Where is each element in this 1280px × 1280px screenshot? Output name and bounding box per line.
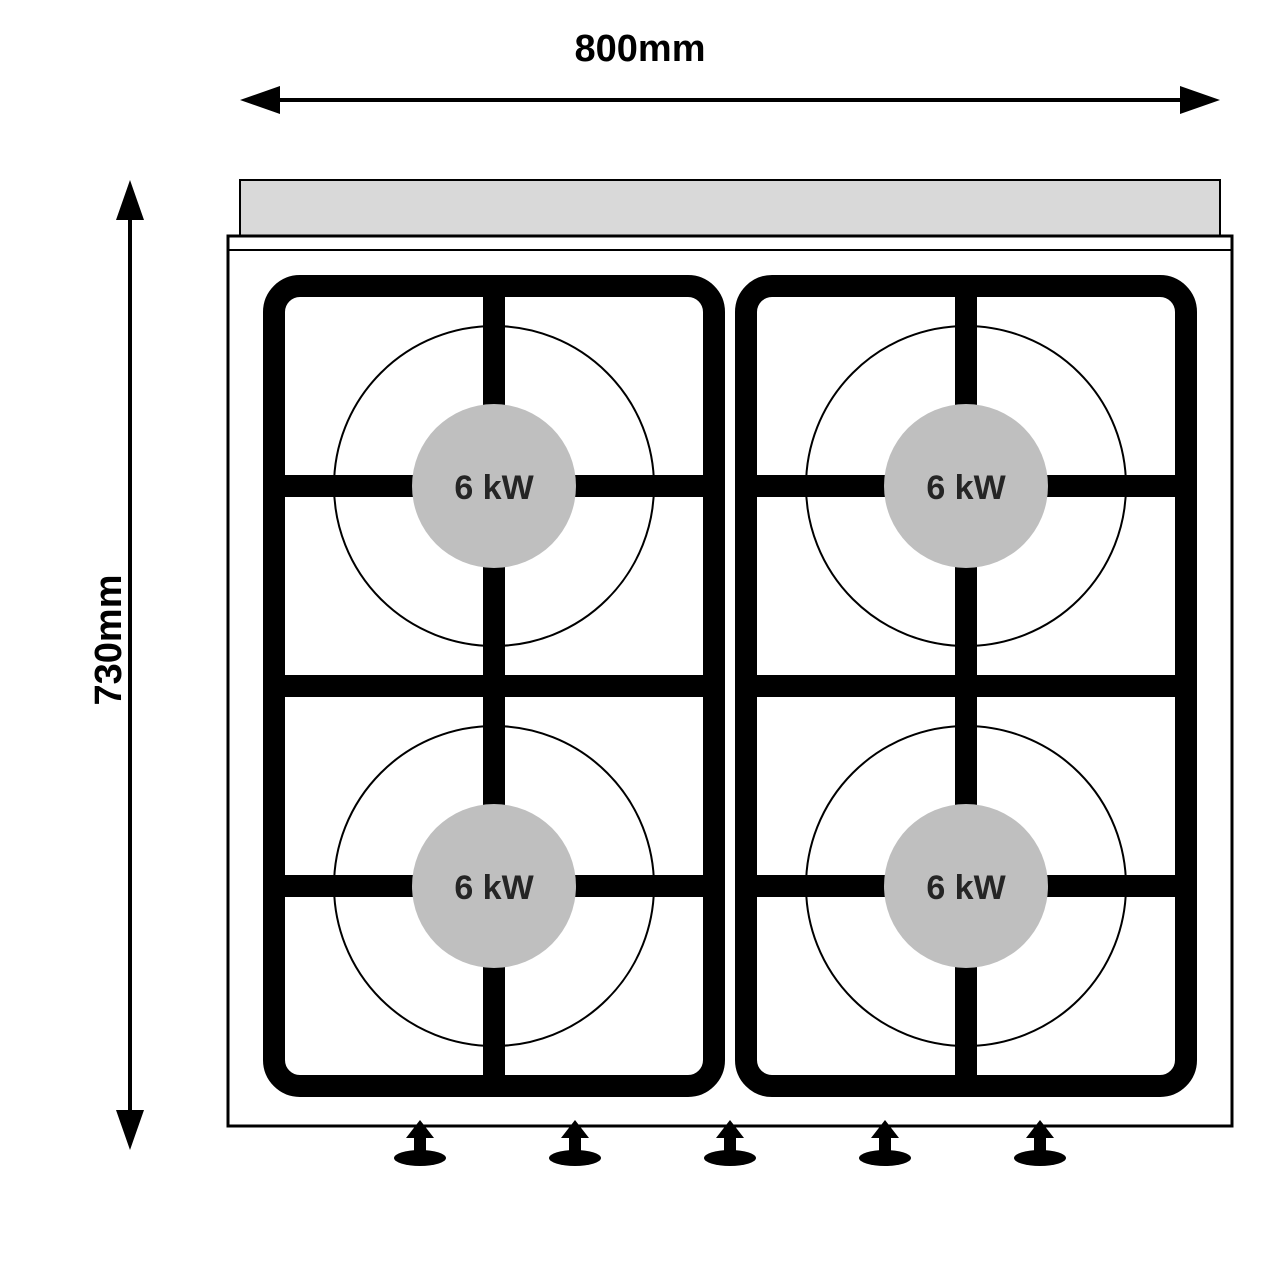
burner-bl-label: 6 kW [454,869,534,907]
width-dimension-label: 800mm [0,28,1280,71]
width-dimension-arrow [240,86,1220,114]
burner-br-label: 6 kW [926,869,1006,907]
diagram-canvas: 800mm 730mm [0,0,1280,1280]
height-dimension-label: 730mm [88,575,131,706]
diagram-svg: 6 kW 6 kW 6 kW 6 kW [0,0,1280,1280]
burner-tl-label: 6 kW [454,469,534,507]
cooktop-outline [228,180,1232,1126]
burner-tr-label: 6 kW [926,469,1006,507]
